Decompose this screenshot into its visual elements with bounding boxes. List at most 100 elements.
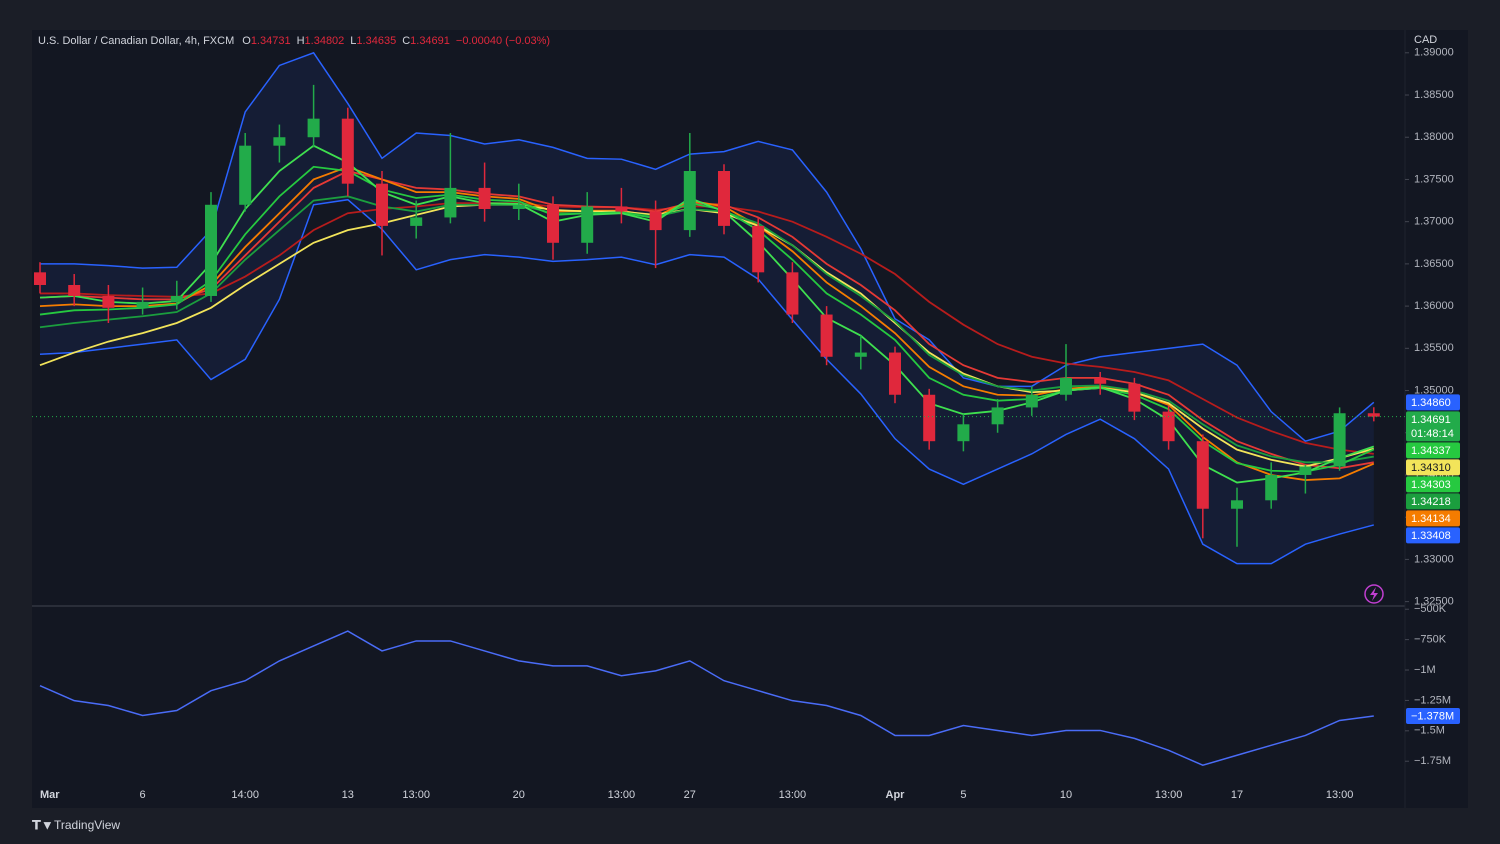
- x-tick-label: 27: [684, 789, 696, 801]
- candle-body: [1162, 411, 1175, 442]
- candle-body: [1367, 413, 1380, 417]
- candle-body: [170, 295, 183, 302]
- candle-body: [547, 204, 559, 243]
- moving-average: [39, 195, 1374, 464]
- candle-body: [786, 272, 799, 315]
- y-tick-label: 1.38500: [1414, 89, 1454, 101]
- candle-body: [820, 314, 833, 357]
- candle-body: [1025, 394, 1038, 408]
- indicator-line: [39, 630, 1374, 767]
- moving-average: [39, 165, 1375, 473]
- candle-body: [1128, 383, 1141, 412]
- chart-area: [32, 30, 1468, 808]
- price-tag: [1406, 527, 1460, 544]
- y-tick-label: 1.36500: [1414, 258, 1454, 270]
- x-tick-label: Mar: [40, 789, 60, 801]
- y-tick-label: 1.35000: [1414, 384, 1454, 396]
- ohlc-key: C: [402, 35, 410, 47]
- footer-brand: TradingView: [54, 818, 120, 832]
- y-tick-label: −500K: [1414, 603, 1447, 615]
- candle-body: [136, 301, 149, 308]
- chart-title: U.S. Dollar / Canadian Dollar, 4h, FXCM O…: [38, 35, 550, 47]
- candle-body: [239, 145, 252, 205]
- y-tick-label: 1.32500: [1414, 596, 1454, 608]
- change: −0.00040 (−0.03%): [456, 35, 550, 47]
- candle-body: [1333, 413, 1346, 467]
- ohlc-key: H: [297, 35, 305, 47]
- x-tick-label: Apr: [886, 789, 906, 801]
- x-tick-label: 13:00: [1155, 789, 1183, 801]
- y-tick-label: −1.25M: [1414, 694, 1451, 706]
- x-tick-label: 5: [960, 789, 966, 801]
- candle-body: [1265, 474, 1278, 501]
- price-tag-label: 1.34691: [1411, 414, 1451, 426]
- y-tick-label: 1.36000: [1414, 300, 1454, 312]
- price-tag: [1406, 510, 1460, 527]
- candle-body: [1231, 500, 1243, 509]
- price-tag-label: 1.34310: [1411, 462, 1451, 474]
- symbol: U.S. Dollar / Canadian Dollar, 4h, FXCM: [38, 35, 234, 47]
- x-tick-label: 20: [513, 789, 525, 801]
- band-lower: [39, 198, 1374, 565]
- candle-body: [205, 204, 217, 296]
- price-tag-label: 1.34134: [1411, 513, 1451, 525]
- x-tick-label: 13:00: [779, 789, 807, 801]
- x-tick-label: 13:00: [402, 789, 430, 801]
- candle-body: [581, 206, 594, 243]
- x-tick-label: 13:00: [608, 789, 636, 801]
- price-tag: [1406, 394, 1460, 411]
- x-tick-label: 17: [1231, 789, 1243, 801]
- ohlc-value: 1.34731: [251, 35, 291, 47]
- candle-body: [410, 217, 423, 226]
- candle-body: [889, 352, 901, 395]
- candle-body: [1196, 441, 1209, 509]
- price-tag-label: −1.378M: [1411, 710, 1454, 722]
- ohlc-value: 1.34691: [410, 35, 450, 47]
- candle-body: [68, 284, 81, 296]
- price-tag: [1406, 459, 1460, 476]
- candle-body: [615, 206, 628, 212]
- alert-icon[interactable]: [1364, 584, 1384, 604]
- candle-body: [683, 171, 696, 231]
- price-tag-label: 1.34860: [1411, 397, 1451, 409]
- x-tick-label: 10: [1060, 789, 1072, 801]
- candle-body: [102, 295, 115, 308]
- ohlc-key: O: [242, 35, 251, 47]
- y-tick-label: 1.39000: [1414, 47, 1454, 59]
- price-tag: [1406, 476, 1460, 493]
- y-tick-label: 1.35500: [1414, 342, 1454, 354]
- price-tag-label: 1.34218: [1411, 496, 1451, 508]
- x-tick-label: 13: [342, 789, 354, 801]
- candle-body: [718, 171, 730, 226]
- x-tick-label: 6: [140, 789, 146, 801]
- y-tick-label: 1.33000: [1414, 553, 1454, 565]
- logo-mark: ꓔ▼: [32, 817, 54, 832]
- candle-body: [512, 204, 525, 210]
- candle-body: [273, 137, 286, 146]
- price-tag: [1406, 707, 1460, 724]
- candle-body: [1094, 377, 1107, 384]
- price-tag-label: 1.34337: [1411, 445, 1451, 457]
- ohlc-key: L: [350, 35, 356, 47]
- candle-body: [307, 118, 320, 138]
- y-tick-label: −1M: [1414, 664, 1436, 676]
- ohlc-value: 1.34635: [356, 35, 396, 47]
- y-tick-label: −1.5M: [1414, 725, 1445, 737]
- y-tick-label: 1.38000: [1414, 131, 1454, 143]
- candle-body: [341, 118, 354, 184]
- price-tag-label: 1.34303: [1411, 479, 1451, 491]
- candle-body: [1299, 466, 1312, 475]
- alert-icon-bolt: [1370, 587, 1378, 601]
- currency-label: CAD: [1414, 34, 1437, 46]
- candle-body: [752, 225, 765, 273]
- y-tick-label: 1.37000: [1414, 216, 1454, 228]
- ohlc-value: 1.34802: [305, 35, 345, 47]
- countdown: 01:48:14: [1411, 428, 1454, 440]
- x-tick-label: 13:00: [1326, 789, 1354, 801]
- moving-average: [39, 144, 1375, 484]
- price-tag: [1406, 411, 1460, 442]
- candle-body: [854, 352, 867, 357]
- price-tag: [1406, 493, 1460, 510]
- candle-body: [34, 272, 46, 285]
